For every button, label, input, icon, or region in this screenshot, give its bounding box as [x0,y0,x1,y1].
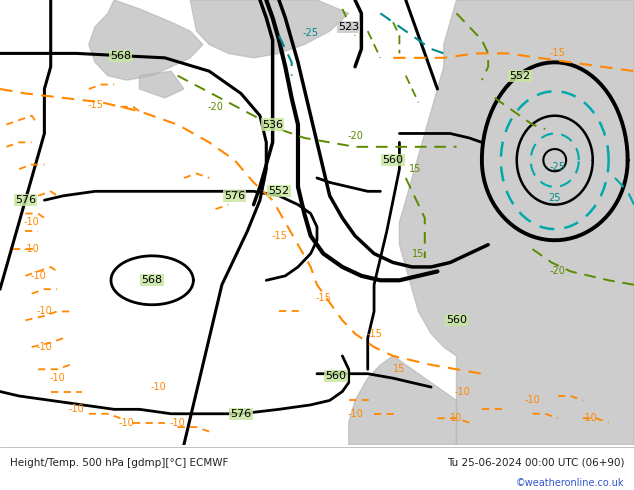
Text: 15: 15 [409,164,422,174]
Text: -25: -25 [550,162,566,172]
Text: 15: 15 [393,364,406,374]
Polygon shape [139,71,184,98]
Text: 552: 552 [509,71,531,81]
Text: -15: -15 [550,49,566,58]
Text: -25: -25 [302,28,319,38]
Text: -15: -15 [271,231,287,241]
Text: -10: -10 [347,409,363,419]
Text: -10: -10 [151,382,166,392]
Text: 523: 523 [338,22,359,32]
Text: 552: 552 [268,186,290,196]
Text: -10: -10 [170,417,185,428]
Text: -10: -10 [455,387,470,396]
Text: 568: 568 [110,50,131,61]
Text: ©weatheronline.co.uk: ©weatheronline.co.uk [516,478,624,488]
Text: -10: -10 [68,404,84,415]
Text: -10: -10 [37,342,52,352]
Text: -10: -10 [24,218,39,227]
Text: -15: -15 [87,99,103,110]
Polygon shape [89,0,203,80]
Text: Tu 25-06-2024 00:00 UTC (06+90): Tu 25-06-2024 00:00 UTC (06+90) [447,458,624,467]
Text: -15: -15 [366,329,382,339]
Text: 576: 576 [15,195,36,205]
Text: 576: 576 [224,191,245,201]
Text: -10: -10 [119,417,134,428]
Polygon shape [190,0,349,58]
Text: -10: -10 [24,244,39,254]
Polygon shape [399,0,634,445]
Text: -10: -10 [525,395,540,405]
Text: -10: -10 [49,373,65,383]
Text: Height/Temp. 500 hPa [gdmp][°C] ECMWF: Height/Temp. 500 hPa [gdmp][°C] ECMWF [10,458,228,467]
Text: 15: 15 [412,248,425,259]
Text: 568: 568 [141,275,163,285]
Text: -10: -10 [582,413,597,423]
Text: 25: 25 [548,193,561,203]
Text: -10: -10 [30,271,46,281]
Text: 10: 10 [450,413,463,423]
Text: 560: 560 [325,371,347,381]
Text: 576: 576 [230,409,252,419]
Text: -20: -20 [347,131,363,141]
Text: 560: 560 [382,155,404,165]
Text: -20: -20 [207,102,224,112]
Text: -15: -15 [315,293,332,303]
Text: 560: 560 [446,316,467,325]
Polygon shape [349,356,456,445]
Text: -10: -10 [37,306,52,317]
Text: 536: 536 [262,120,283,129]
Text: -20: -20 [550,267,566,276]
